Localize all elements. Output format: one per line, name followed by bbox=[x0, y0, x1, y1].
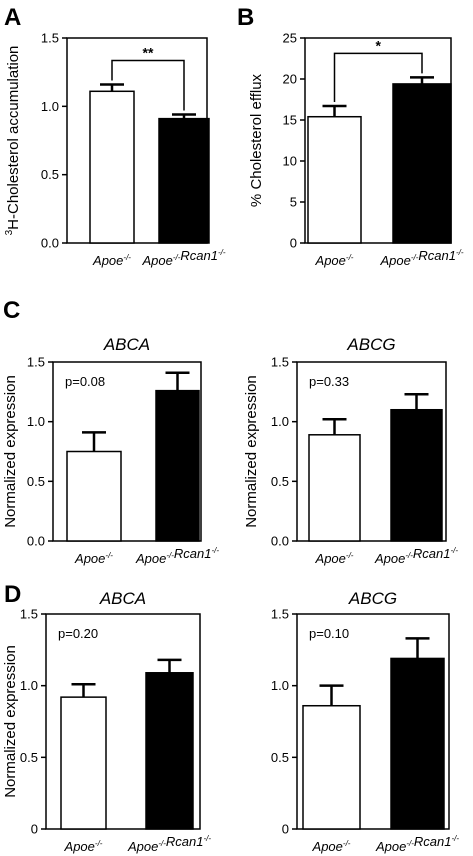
bar-apoe bbox=[308, 434, 361, 542]
y-axis-label: Normalized expression bbox=[2, 645, 19, 798]
x-category-label: Apoe-/- bbox=[64, 839, 103, 854]
p-value-label: p=0.33 bbox=[309, 374, 349, 389]
y-tick-label: 1.0 bbox=[271, 678, 289, 693]
y-axis-label: Normalized expression bbox=[243, 375, 260, 528]
significance-label: * bbox=[376, 37, 382, 53]
bar-apoe bbox=[66, 450, 122, 542]
y-tick-label: 15 bbox=[283, 113, 297, 128]
bar-apoe-rcan1 bbox=[390, 657, 445, 830]
y-tick-label: 5 bbox=[290, 195, 297, 210]
y-tick-label: 0 bbox=[31, 822, 38, 837]
x-category-label: Apoe-/-Rcan1-/- bbox=[379, 248, 463, 268]
y-tick-label: 20 bbox=[283, 72, 297, 87]
p-value-label: p=0.20 bbox=[58, 626, 98, 641]
y-tick-label: 1.0 bbox=[27, 414, 45, 429]
y-tick-label: 1.5 bbox=[271, 607, 289, 622]
y-tick-label: 0.5 bbox=[271, 750, 289, 765]
x-category-label: Apoe-/- bbox=[315, 551, 354, 566]
x-category-label: Apoe-/- bbox=[74, 551, 113, 566]
y-tick-label: 10 bbox=[283, 154, 297, 169]
chart-title: ABCA bbox=[99, 589, 146, 608]
bar-apoe-rcan1 bbox=[155, 389, 200, 542]
x-category-label: Apoe-/- bbox=[315, 253, 354, 268]
p-value-label: p=0.08 bbox=[65, 374, 105, 389]
y-tick-label: 1.5 bbox=[271, 355, 289, 370]
panel-label-a: A bbox=[4, 4, 21, 31]
y-tick-label: 0.0 bbox=[27, 534, 45, 549]
significance-bracket bbox=[333, 52, 423, 103]
y-tick-label: 1.0 bbox=[271, 414, 289, 429]
p-value-label: p=0.10 bbox=[309, 626, 349, 641]
bar-apoe bbox=[89, 90, 135, 244]
plot-frame bbox=[45, 613, 201, 830]
chart-panel-2: 0 5 10 15 20 25 Apoe-/- Apoe-/-Rcan1-/- * % Chole… bbox=[237, 4, 464, 268]
x-category-label: Apoe-/-Rcan1-/- bbox=[127, 834, 211, 854]
panel-label-b: B bbox=[237, 4, 254, 31]
bar-apoe-rcan1 bbox=[390, 408, 443, 542]
bar-apoe-rcan1 bbox=[145, 672, 194, 830]
panel-label-c: C bbox=[3, 297, 20, 324]
chart-title: ABCA bbox=[103, 335, 150, 354]
bar-apoe bbox=[307, 115, 362, 244]
y-tick-label: 1.5 bbox=[27, 355, 45, 370]
y-tick-label: 0 bbox=[282, 822, 289, 837]
panel-label-d: D bbox=[4, 581, 21, 608]
x-category-label: Apoe-/-Rcan1-/- bbox=[375, 834, 459, 854]
chart-panel-3: 0.0 0.5 1.0 1.5 Apoe-/- Apoe-/-Rcan1-/- p=0.08… bbox=[2, 297, 219, 566]
y-tick-label: 0.5 bbox=[20, 750, 38, 765]
y-tick-label: 1.5 bbox=[41, 31, 59, 46]
y-tick-label: 1.0 bbox=[41, 99, 59, 114]
x-category-label: Apoe-/- bbox=[312, 839, 351, 854]
bar-apoe-rcan1 bbox=[158, 117, 210, 244]
significance-label: ** bbox=[143, 44, 154, 60]
plot-frame bbox=[52, 361, 202, 542]
y-axis-label: Normalized expression bbox=[2, 375, 19, 528]
chart-title: ABCG bbox=[346, 335, 395, 354]
y-tick-label: 0.5 bbox=[41, 167, 59, 182]
y-tick-label: 1.5 bbox=[20, 607, 38, 622]
y-tick-label: 1.0 bbox=[20, 678, 38, 693]
y-axis-label: 3H-Cholesterol accumulation bbox=[4, 46, 22, 236]
bar-apoe bbox=[302, 704, 361, 830]
chart-panel-5: 0 0.5 1.0 1.5 Apoe-/- Apoe-/-Rcan1-/- p=0.20 AB… bbox=[2, 581, 211, 854]
y-tick-label: 0.5 bbox=[271, 474, 289, 489]
x-category-label: Apoe-/-Rcan1-/- bbox=[374, 546, 458, 566]
chart-panel-4: 0.0 0.5 1.0 1.5 Apoe-/- Apoe-/-Rcan1-/- p=0.33… bbox=[243, 335, 458, 566]
y-tick-label: 25 bbox=[283, 31, 297, 46]
plot-frame bbox=[296, 361, 447, 542]
y-tick-label: 0.5 bbox=[27, 474, 45, 489]
bar-apoe bbox=[60, 696, 107, 830]
plot-frame bbox=[296, 613, 450, 830]
y-tick-label: 0 bbox=[290, 236, 297, 251]
significance-bracket bbox=[111, 59, 185, 111]
y-tick-label: 0.0 bbox=[41, 236, 59, 251]
chart-panel-6: 0 0.5 1.0 1.5 Apoe-/- Apoe-/-Rcan1-/- p=0.10 AB… bbox=[271, 589, 459, 854]
x-category-label: Apoe-/- bbox=[92, 253, 131, 268]
chart-title: ABCG bbox=[348, 589, 397, 608]
x-category-label: Apoe-/-Rcan1-/- bbox=[135, 546, 219, 566]
chart-panel-1: 0.0 0.5 1.0 1.5 Apoe-/- Apoe-/-Rcan1-/- ** 3H-C… bbox=[4, 4, 226, 268]
x-category-label: Apoe-/-Rcan1-/- bbox=[141, 248, 225, 268]
bar-apoe-rcan1 bbox=[392, 83, 452, 244]
y-axis-label: % Cholesterol efflux bbox=[248, 73, 265, 207]
y-tick-label: 0.0 bbox=[271, 534, 289, 549]
